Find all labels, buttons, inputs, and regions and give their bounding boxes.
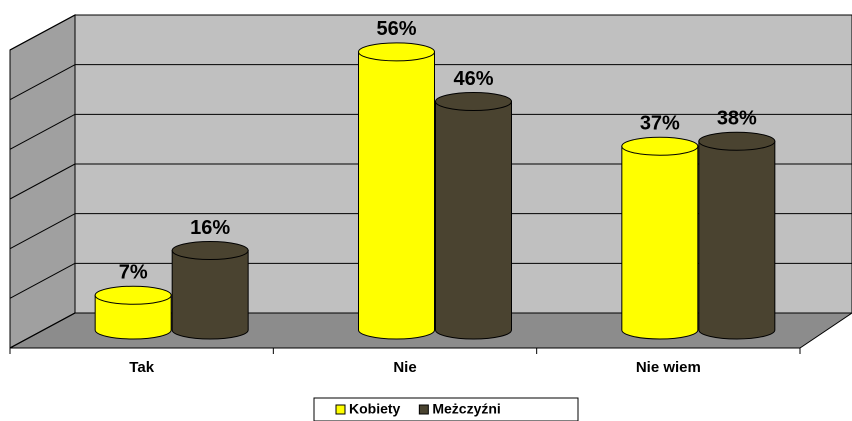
cylinder [435,101,512,340]
legend-swatch [418,404,429,415]
grid-line-side [9,163,76,200]
cylinder-top [435,92,512,112]
grid-line-side [9,113,76,150]
value-label: 56% [376,18,416,40]
grid-line-side [9,213,76,250]
cylinder-top [621,136,699,156]
x-tick-label: Nie [393,359,416,376]
grid-line-side [9,64,76,101]
legend-swatch [335,404,346,415]
legend-label: Meżczyźni [432,401,500,417]
x-tick-label: Nie wiem [636,359,701,376]
grid-line-side [9,14,76,51]
cylinder [171,250,249,340]
value-label: 38% [717,108,757,130]
cylinder-top [94,285,172,305]
value-label: 46% [453,68,493,90]
grid-line-side [9,312,76,349]
cylinder-top [358,42,435,62]
value-label: 16% [190,217,230,239]
cylinder [698,140,776,340]
cylinder-top [698,131,776,151]
legend-label: Kobiety [349,401,401,417]
value-label: 37% [640,113,680,135]
x-tick-label: Tak [129,359,154,376]
grid-line-side [9,262,76,299]
cylinder-top [171,241,249,261]
value-label: 7% [119,262,148,284]
cylinder [94,294,172,340]
cylinder [358,51,435,340]
legend-box [313,397,579,421]
cylinder [621,145,699,340]
